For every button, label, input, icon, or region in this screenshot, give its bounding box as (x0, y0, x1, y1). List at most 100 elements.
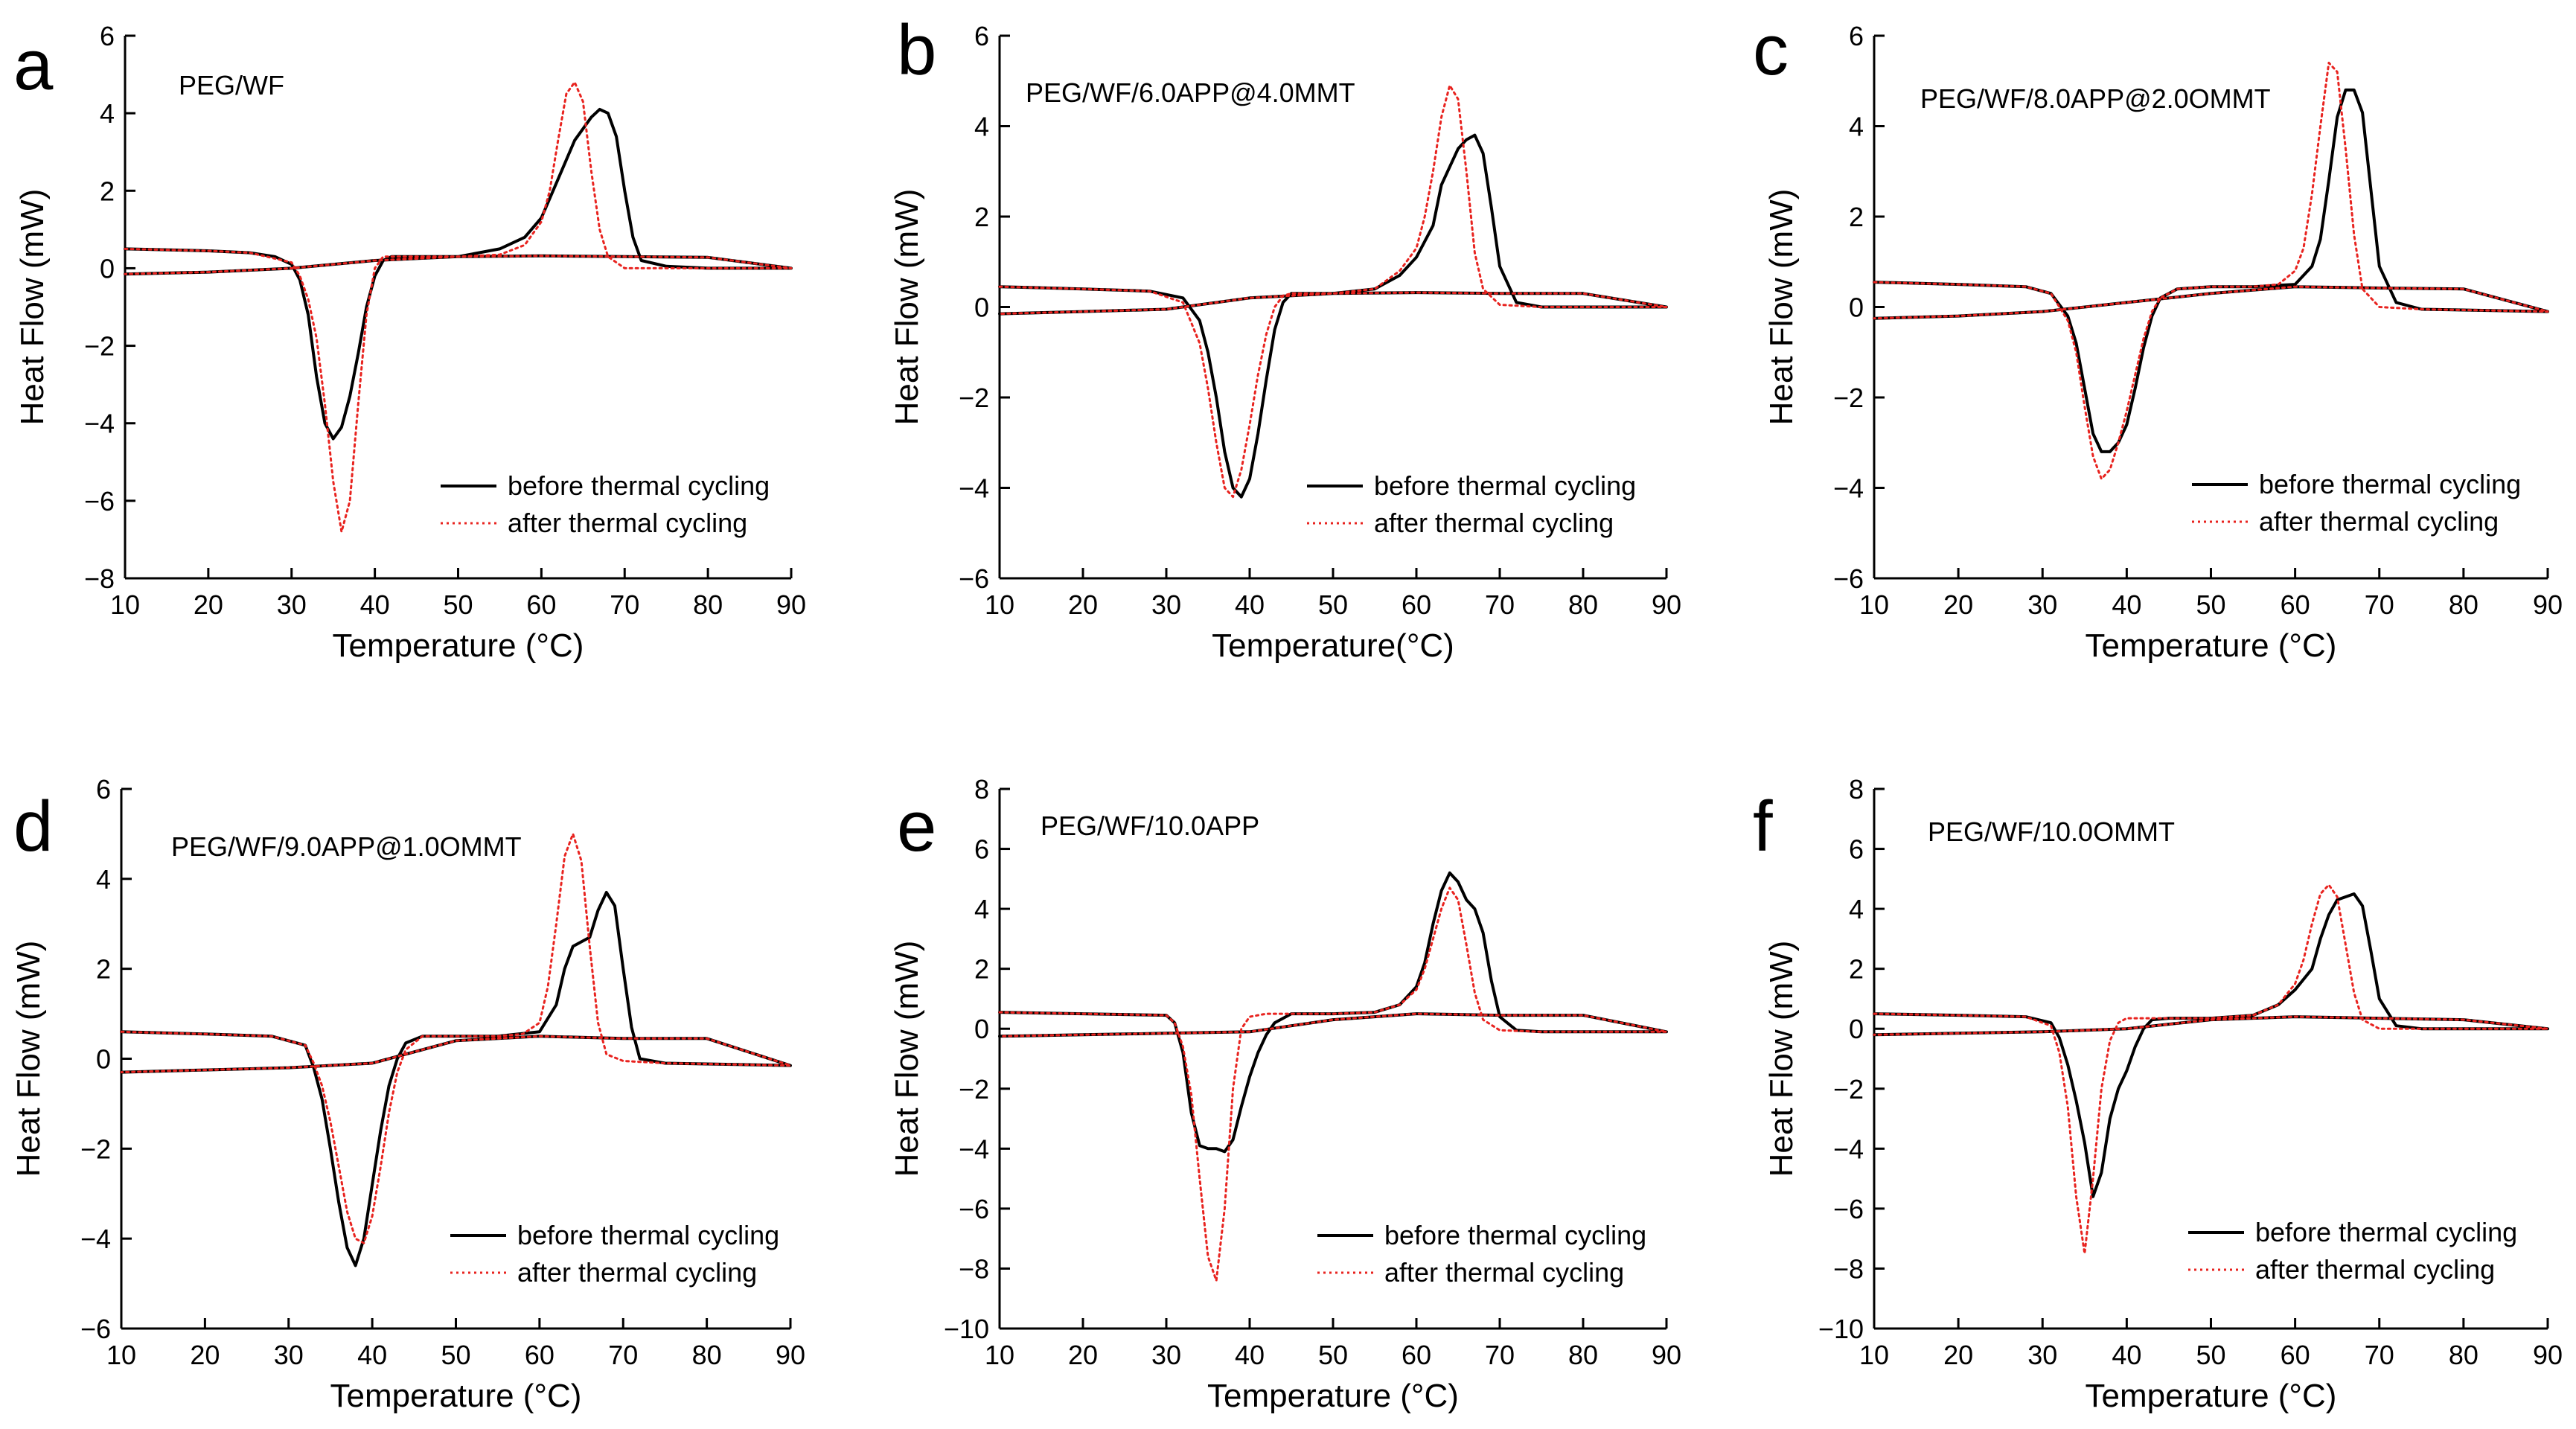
x-tick-label: 20 (1943, 1340, 1973, 1370)
x-tick-label: 10 (1859, 589, 1889, 620)
y-tick-label: 2 (1849, 954, 1864, 985)
y-tick-label: −2 (959, 1074, 989, 1104)
x-tick-label: 20 (1068, 589, 1098, 620)
y-axis-label: Heat Flow (mW) (10, 941, 47, 1177)
panel-letter: d (13, 787, 53, 866)
y-tick-label: 4 (100, 98, 115, 129)
sample-name: PEG/WF/9.0APP@1.0OMMT (171, 831, 522, 862)
y-tick-label: −6 (1833, 1194, 1864, 1224)
panel-letter: f (1753, 787, 1773, 866)
legend-label-after: after thermal cycling (508, 508, 747, 538)
legend-label-after: after thermal cycling (2259, 506, 2499, 537)
sample-name: PEG/WF/10.0OMMT (1928, 816, 2175, 847)
panel-letter: e (897, 787, 936, 866)
y-tick-label: −2 (1833, 383, 1864, 413)
y-tick-label: −8 (959, 1253, 989, 1284)
x-tick-label: 70 (610, 589, 639, 620)
x-tick-label: 70 (2365, 1340, 2394, 1370)
x-tick-label: 70 (1485, 1340, 1515, 1370)
legend-label-before: before thermal cycling (2255, 1217, 2517, 1247)
x-tick-label: 90 (1652, 589, 1681, 620)
x-tick-label: 60 (1402, 589, 1431, 620)
x-tick-label: 50 (441, 1340, 470, 1370)
series-after-line (120, 832, 792, 1244)
y-tick-label: 2 (974, 202, 989, 232)
y-tick-label: −4 (84, 409, 115, 439)
y-tick-label: 4 (1849, 112, 1864, 142)
legend-label-before: before thermal cycling (517, 1220, 779, 1250)
series-before-line (124, 107, 793, 441)
y-tick-label: 0 (974, 1014, 989, 1044)
x-tick-label: 80 (1568, 589, 1598, 620)
y-tick-label: 6 (974, 21, 989, 51)
series-before-line (998, 133, 1668, 499)
y-axis-label: Heat Flow (mW) (889, 189, 925, 426)
legend-label-before: before thermal cycling (1384, 1220, 1646, 1250)
y-tick-label: 0 (100, 253, 115, 284)
panel-b: 10 20 30 40 50 60 70 80 90 −6 −4 −2 0 2 4 6 Temperature(… (889, 10, 1681, 664)
x-tick-label: 10 (985, 589, 1014, 620)
y-tick-label: −2 (84, 331, 115, 362)
sample-name: PEG/WF/8.0APP@2.0OMMT (1920, 83, 2271, 114)
panel-c: 10 20 30 40 50 60 70 80 90 −6 −4 −2 0 2 4 6 Temperature … (1753, 10, 2563, 664)
x-tick-label: 60 (526, 589, 556, 620)
x-tick-label: 10 (110, 589, 140, 620)
x-tick-label: 30 (274, 1340, 304, 1370)
legend-label-before: before thermal cycling (1374, 470, 1636, 501)
y-tick-label: 8 (1849, 774, 1864, 805)
x-axis-label: Temperature (°C) (2086, 627, 2337, 664)
y-tick-label: 4 (974, 894, 989, 924)
x-tick-label: 30 (1151, 589, 1181, 620)
x-tick-label: 40 (357, 1340, 387, 1370)
series-before-line (998, 871, 1668, 1154)
series-after-line (124, 81, 793, 533)
x-tick-label: 30 (2027, 589, 2057, 620)
y-axis-label: Heat Flow (mW) (1763, 189, 1800, 426)
x-tick-label: 80 (692, 1340, 722, 1370)
x-tick-label: 70 (1485, 589, 1515, 620)
y-tick-label: 2 (1849, 202, 1864, 232)
series-after-line (1873, 61, 2549, 480)
y-tick-label: 2 (974, 954, 989, 985)
x-tick-label: 60 (2281, 589, 2310, 620)
x-axis-label: Temperature (°C) (330, 1378, 582, 1414)
series-before-line (120, 891, 792, 1267)
x-tick-label: 10 (1859, 1340, 1889, 1370)
panel-a: 10 20 30 40 50 60 70 80 90 −8 −6 −4 −2 0 2 4 6 Temperatur… (13, 21, 806, 664)
x-tick-label: 80 (2449, 1340, 2478, 1370)
panel-letter: a (13, 25, 54, 105)
x-tick-label: 50 (2196, 589, 2225, 620)
x-axis-label: Temperature (°C) (1207, 1378, 1459, 1414)
x-tick-label: 20 (1068, 1340, 1098, 1370)
series-after-line (998, 886, 1668, 1282)
x-tick-label: 70 (2365, 589, 2394, 620)
y-tick-label: 2 (100, 176, 115, 206)
legend-label-after: after thermal cycling (1374, 508, 1614, 538)
y-tick-label: 0 (1849, 292, 1864, 323)
y-tick-label: 0 (96, 1044, 111, 1075)
y-axis-label: Heat Flow (mW) (14, 189, 51, 426)
x-tick-label: 60 (525, 1340, 554, 1370)
x-tick-label: 60 (1402, 1340, 1431, 1370)
x-axis-label: Temperature(°C) (1212, 627, 1454, 664)
sample-name: PEG/WF/10.0APP (1041, 811, 1259, 841)
y-tick-label: 4 (1849, 894, 1864, 924)
x-tick-label: 40 (1235, 1340, 1265, 1370)
y-tick-label: −6 (84, 486, 115, 517)
legend-label-after: after thermal cycling (2255, 1254, 2495, 1285)
x-tick-label: 20 (1943, 589, 1973, 620)
y-tick-label: 6 (974, 834, 989, 865)
x-tick-label: 30 (1151, 1340, 1181, 1370)
panel-letter: c (1753, 10, 1789, 90)
x-tick-label: 50 (1318, 589, 1348, 620)
x-tick-label: 90 (776, 1340, 805, 1370)
y-tick-label: −8 (1833, 1253, 1864, 1284)
x-tick-label: 60 (2281, 1340, 2310, 1370)
x-tick-label: 90 (776, 589, 806, 620)
x-tick-label: 30 (277, 589, 307, 620)
x-tick-label: 70 (608, 1340, 638, 1370)
panel-letter: b (897, 10, 936, 90)
y-axis-label: Heat Flow (mW) (889, 941, 925, 1177)
x-tick-label: 80 (693, 589, 723, 620)
